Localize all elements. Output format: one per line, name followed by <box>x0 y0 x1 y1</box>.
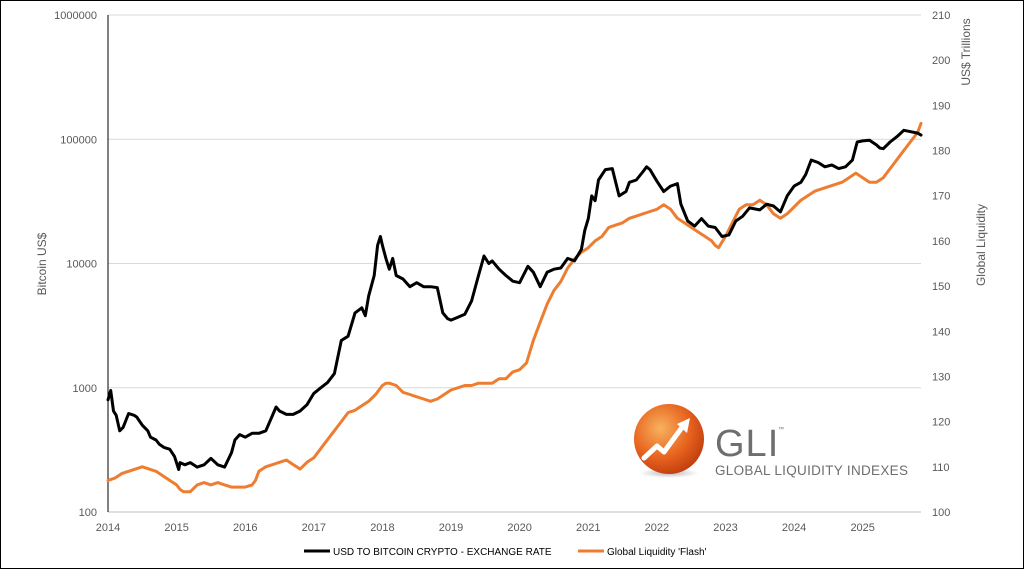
left-tick-label: 100000 <box>60 134 97 146</box>
x-axis-ticks: 2014 2015 2016 2017 2018 2019 2020 2021 2022 2023… <box>96 522 875 534</box>
right-axis-units: US$ Trillions <box>959 18 973 85</box>
logo-trademark: ™ <box>778 426 784 433</box>
logo-trend-arrow-icon <box>641 423 686 461</box>
right-tick-label: 170 <box>932 191 950 203</box>
right-tick-label: 110 <box>932 462 950 474</box>
left-tick-label: 10000 <box>66 259 97 271</box>
right-tick-label: 140 <box>932 326 950 338</box>
left-axis-ticks: 100 1000 10000 100000 1000000 <box>54 10 97 519</box>
x-tick-label: 2023 <box>713 522 737 534</box>
x-tick-label: 2015 <box>164 522 188 534</box>
logo-title: GLI <box>715 423 779 465</box>
x-tick-label: 2018 <box>370 522 394 534</box>
left-tick-label: 100 <box>79 507 97 519</box>
right-axis-ticks: 100 110 120 130 140 150 160 170 180 190 200 210 <box>932 10 950 519</box>
x-tick-label: 2016 <box>233 522 257 534</box>
x-tick-label: 2017 <box>302 522 326 534</box>
right-axis-title: Global Liquidity <box>974 204 988 286</box>
right-tick-label: 180 <box>932 146 950 158</box>
x-tick-label: 2025 <box>850 522 874 534</box>
x-tick-label: 2024 <box>782 522 806 534</box>
global-liquidity-line <box>106 121 923 494</box>
x-tick-label: 2019 <box>439 522 463 534</box>
gridlines <box>108 14 921 513</box>
x-tick-label: 2022 <box>645 522 669 534</box>
right-tick-label: 210 <box>932 10 950 22</box>
logo-arrow-head-icon <box>677 418 690 433</box>
right-tick-label: 190 <box>932 100 950 112</box>
left-tick-label: 1000000 <box>54 10 97 22</box>
logo-orb-icon <box>634 404 704 474</box>
x-tick-label: 2020 <box>507 522 531 534</box>
legend-label-bitcoin: USD TO BITCOIN CRYPTO - EXCHANGE RATE <box>333 547 552 558</box>
legend-label-liquidity: Global Liquidity 'Flash' <box>607 547 707 558</box>
gli-logo: GLI ™ GLOBAL LIQUIDITY INDEXES <box>634 404 908 478</box>
bitcoin-price-line <box>106 128 923 471</box>
logo-subtitle: GLOBAL LIQUIDITY INDEXES <box>715 463 908 478</box>
right-tick-label: 120 <box>932 417 950 429</box>
right-tick-label: 150 <box>932 281 950 293</box>
left-tick-label: 1000 <box>73 383 97 395</box>
right-tick-label: 130 <box>932 371 950 383</box>
x-tick-label: 2021 <box>576 522 600 534</box>
right-tick-label: 100 <box>932 507 950 519</box>
right-tick-label: 160 <box>932 236 950 248</box>
chart-legend: USD TO BITCOIN CRYPTO - EXCHANGE RATE Gl… <box>304 547 707 558</box>
x-tick-label: 2014 <box>96 522 120 534</box>
series-lines <box>106 121 923 494</box>
left-axis-title: Bitcoin US$ <box>35 232 49 295</box>
right-tick-label: 200 <box>932 55 950 67</box>
